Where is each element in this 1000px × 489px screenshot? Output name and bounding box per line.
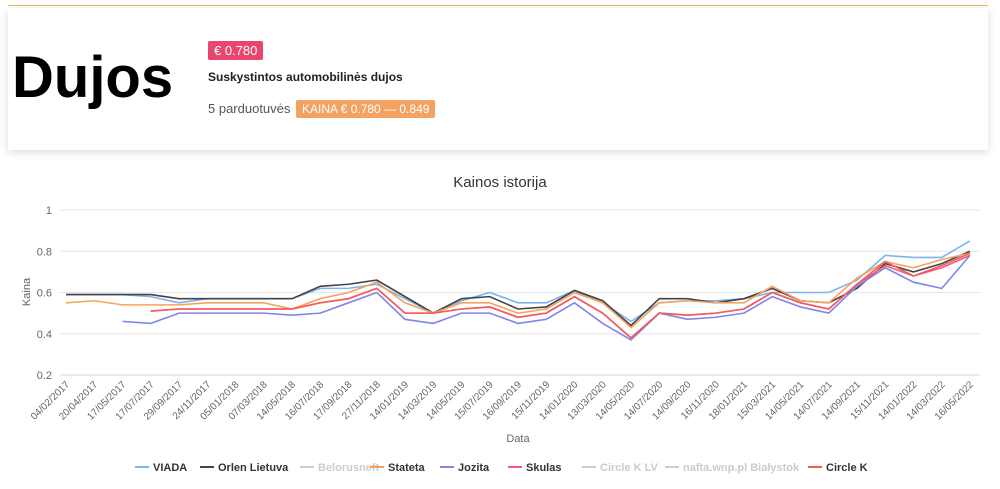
legend-label: Skulas	[526, 462, 561, 474]
series-line	[150, 252, 971, 339]
top-border	[8, 5, 988, 6]
y-tick-label: 0.4	[37, 329, 52, 341]
legend-label: VIADA	[153, 462, 187, 474]
legend-label: Circle K	[826, 462, 868, 474]
price-badge: € 0.780	[208, 41, 264, 60]
y-tick-label: 0.6	[37, 288, 52, 300]
series-line	[65, 252, 971, 329]
legend-label: nafta.wnp.pl Białystok	[683, 462, 800, 474]
product-subtitle: Suskystintos automobilinės dujos	[208, 70, 403, 84]
legend-label: Jozita	[458, 462, 490, 474]
product-title: Dujos	[12, 45, 174, 110]
legend-label: Stateta	[388, 462, 426, 474]
product-card: Dujos € 0.780 Suskystintos automobilinės…	[8, 8, 988, 150]
x-axis-label: Data	[506, 433, 530, 445]
series-line	[122, 254, 971, 341]
store-count: 5 parduotuvės	[208, 101, 291, 116]
legend-label: Circle K LV	[600, 462, 659, 474]
y-tick-label: 0.8	[37, 246, 52, 258]
y-tick-label: 1	[46, 205, 52, 217]
price-range-badge: KAINA € 0.780 — 0.849	[296, 100, 436, 118]
chart: Kainos istorija Data Kaina 0.2 0.4 0.6 0.8 1…	[21, 174, 980, 474]
legend-label: Orlen Lietuva	[218, 462, 289, 474]
legend-label: Belorusneft	[318, 462, 379, 474]
y-tick-label: 0.2	[37, 370, 52, 382]
series-line	[66, 250, 971, 327]
chart-title: Kainos istorija	[453, 174, 547, 191]
y-axis-label: Kaina	[21, 277, 33, 306]
